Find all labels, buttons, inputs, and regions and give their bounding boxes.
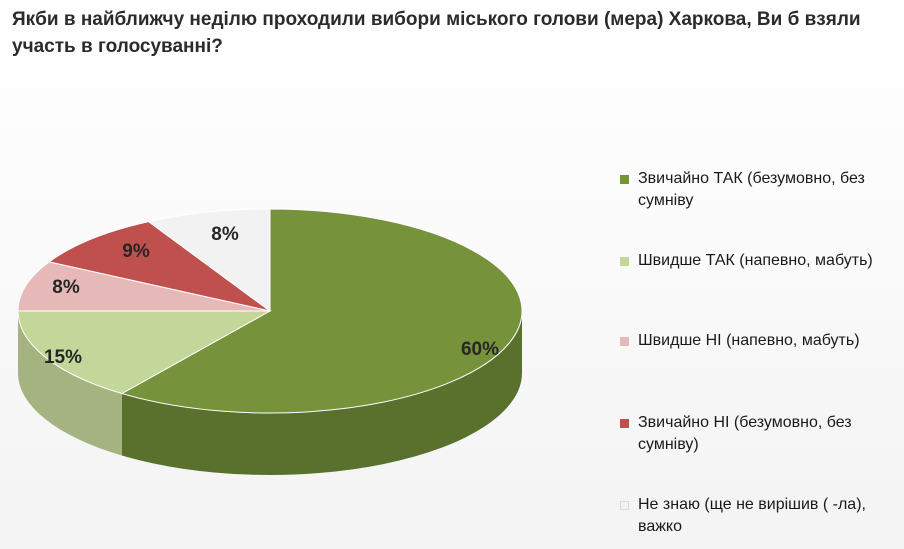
legend-label-definitely-no: Звичайно НІ (безумовно, без сумніву) [638, 414, 852, 453]
legend-label-rather-yes: Швидше ТАК (напевно, мабуть) [638, 252, 873, 269]
pie-side-rather-yes [18, 311, 122, 456]
legend-label-dont-know: Не знаю (ще не вирішив ( -ла), важко [638, 496, 866, 535]
legend-swatch-rather-no [620, 337, 629, 346]
pie-slice-rather-yes [17, 310, 272, 395]
data-label-rather-no: 8% [52, 277, 80, 298]
pie-slice-rather-no [17, 261, 271, 312]
data-label-rather-yes: 15% [44, 347, 82, 368]
legend-swatch-definitely-yes [620, 175, 629, 184]
pie-slice-definitely-yes [120, 208, 523, 414]
data-label-definitely-no: 9% [122, 241, 150, 262]
chart-title: Якби в найближчу неділю проходили вибори… [12, 9, 861, 57]
legend-label-rather-no: Швидше НІ (напевно, мабуть) [638, 332, 860, 349]
legend-label-definitely-yes: Звичайно ТАК (безумовно, без сумніву [638, 170, 865, 209]
pie-side-definitely-yes [121, 311, 522, 476]
legend-swatch-rather-yes [620, 257, 629, 266]
pie-slice-definitely-no [47, 221, 271, 312]
legend-swatch-definitely-no [620, 419, 629, 428]
pie-slice-dont-know [147, 208, 271, 312]
legend-swatch-dont-know [620, 501, 629, 510]
data-label-dont-know: 8% [211, 224, 239, 245]
data-label-definitely-yes: 60% [461, 339, 499, 360]
